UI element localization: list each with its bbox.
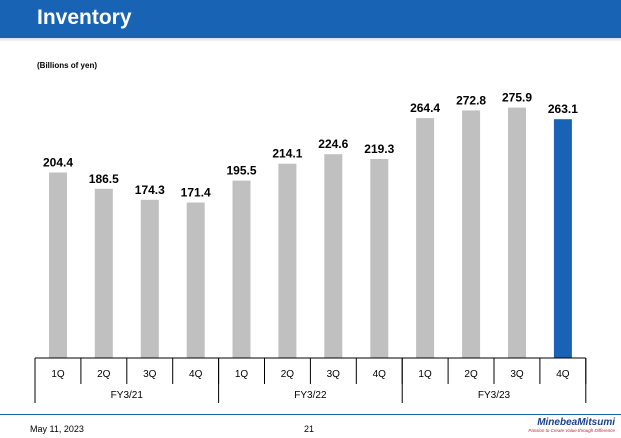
quarter-label-9: 1Q [418,369,432,380]
logo-tagline: Passion to Create Value through Differen… [528,428,615,433]
data-label-2: 186.5 [89,172,119,186]
footer-date: May 11, 2023 [30,424,84,434]
bar-8 [370,159,389,358]
bar-11 [508,107,526,358]
quarter-label-5: 1Q [235,369,249,380]
quarter-label-11: 3Q [510,369,524,380]
quarter-label-4: 4Q [189,369,203,380]
data-label-7: 224.6 [318,137,348,151]
page-number: 21 [304,424,315,434]
quarter-label-10: 2Q [464,369,478,380]
data-label-12: 263.1 [548,102,578,116]
title-shadow [0,38,621,42]
bar-10 [462,110,481,359]
bar-9 [416,118,435,358]
company-logo: MinebeaMitsumi Passion to Create Value t… [503,417,615,434]
data-label-8: 219.3 [364,142,394,156]
bar-4 [186,202,205,358]
logo-text: MinebeaMitsumi [537,417,615,428]
data-label-11: 275.9 [502,91,532,105]
data-label-6: 214.1 [272,147,302,161]
data-label-10: 272.8 [456,93,486,107]
data-label-3: 174.3 [135,183,165,197]
quarter-label-3: 3Q [143,369,157,380]
fiscal-year-label-2: FY3/22 [294,390,327,401]
data-label-1: 204.4 [43,156,73,170]
fiscal-year-label-3: FY3/23 [478,390,511,401]
bar-6 [278,163,297,358]
bar-3 [140,199,159,358]
quarter-label-8: 4Q [373,369,387,380]
bar-1 [49,172,67,358]
quarter-label-12: 4Q [556,369,570,380]
quarter-label-6: 2Q [281,369,295,380]
data-label-4: 171.4 [181,186,211,200]
data-label-5: 195.5 [226,164,256,178]
bar-7 [324,154,343,358]
bar-2 [94,188,113,358]
quarter-label-2: 2Q [97,369,111,380]
fiscal-year-label-1: FY3/21 [111,390,144,401]
title-bar: Inventory [0,0,621,38]
data-label-9: 264.4 [410,101,440,115]
bar-12 [553,119,572,358]
bar-5 [232,180,251,358]
quarter-label-1: 1Q [51,369,65,380]
page-title: Inventory [37,6,132,29]
quarter-label-7: 3Q [327,369,341,380]
unit-label: (Billions of yen) [37,61,97,70]
footer-divider [0,414,621,415]
